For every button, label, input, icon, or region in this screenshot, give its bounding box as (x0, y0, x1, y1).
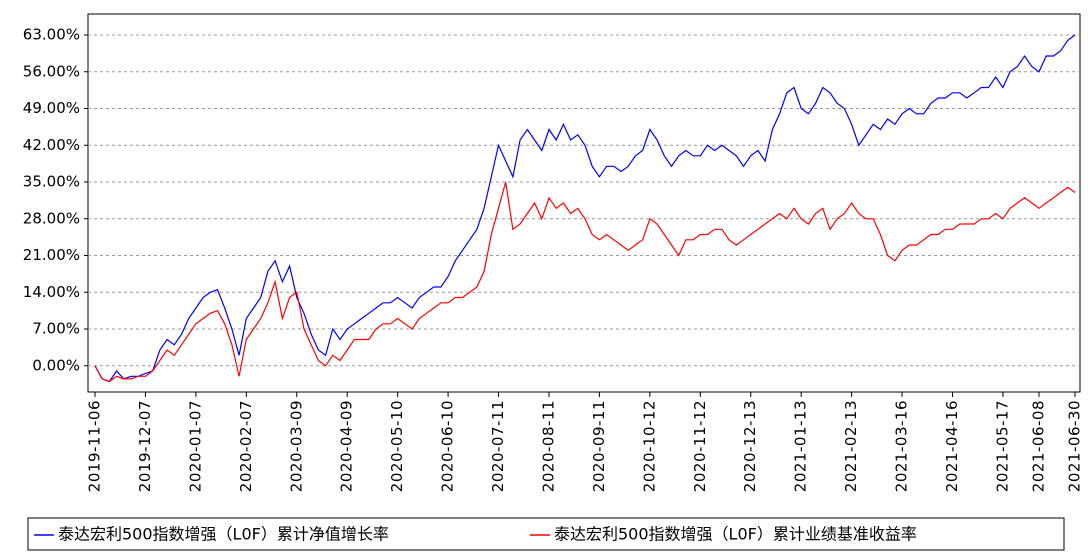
plot-frame (87, 13, 1081, 393)
x-tick-label: 2020-02-07 (237, 400, 255, 492)
x-tick-label: 2020-07-11 (489, 400, 507, 492)
x-tick-label: 2020-09-11 (590, 400, 608, 492)
x-tick-label: 2021-05-17 (993, 400, 1011, 492)
x-tick-label: 2020-05-10 (388, 400, 406, 492)
x-tick-label: 2020-06-10 (439, 400, 457, 492)
x-tick-label: 2020-11-12 (691, 400, 709, 492)
x-tick-label: 2021-03-16 (893, 400, 911, 492)
y-tick-label: 56.00% (23, 62, 80, 80)
y-tick-label: 7.00% (32, 320, 80, 338)
x-tick-label: 2019-11-06 (86, 400, 104, 492)
series-line (94, 34, 1076, 383)
legend-label: 泰达宏利500指数增强（L0F）累计业绩基准收益率 (554, 525, 917, 544)
series-line (94, 181, 1076, 383)
x-tick-label: 2020-08-11 (539, 400, 557, 492)
x-tick-label: 2021-06-08 (1029, 400, 1047, 492)
y-tick-label: 28.00% (23, 209, 80, 227)
x-tick-label: 2020-01-07 (186, 400, 204, 492)
y-tick-label: 14.00% (23, 283, 80, 301)
legend: 泰达宏利500指数增强（L0F）累计净值增长率 泰达宏利500指数增强（L0F）… (27, 517, 1065, 551)
y-tick-label: 21.00% (23, 246, 80, 264)
x-tick-label: 2021-06-30 (1066, 400, 1084, 492)
x-tick-label: 2021-02-13 (842, 400, 860, 492)
x-tick-label: 2020-12-13 (741, 400, 759, 492)
y-tick-label: 35.00% (23, 173, 80, 191)
x-tick-label: 2019-12-07 (136, 400, 154, 492)
y-tick-label: 0.00% (32, 356, 80, 374)
y-tick-label: 63.00% (23, 26, 80, 44)
y-tick-label: 49.00% (23, 99, 80, 117)
x-tick-label: 2021-01-13 (792, 400, 810, 492)
y-tick-label: 42.00% (23, 136, 80, 154)
legend-label: 泰达宏利500指数增强（L0F）累计净值增长率 (58, 525, 389, 544)
x-tick-label: 2020-10-12 (640, 400, 658, 492)
x-tick-label: 2020-03-09 (287, 400, 305, 492)
legend-box (27, 517, 1065, 551)
x-tick-label: 2020-04-09 (338, 400, 356, 492)
x-tick-label: 2021-04-16 (943, 400, 961, 492)
